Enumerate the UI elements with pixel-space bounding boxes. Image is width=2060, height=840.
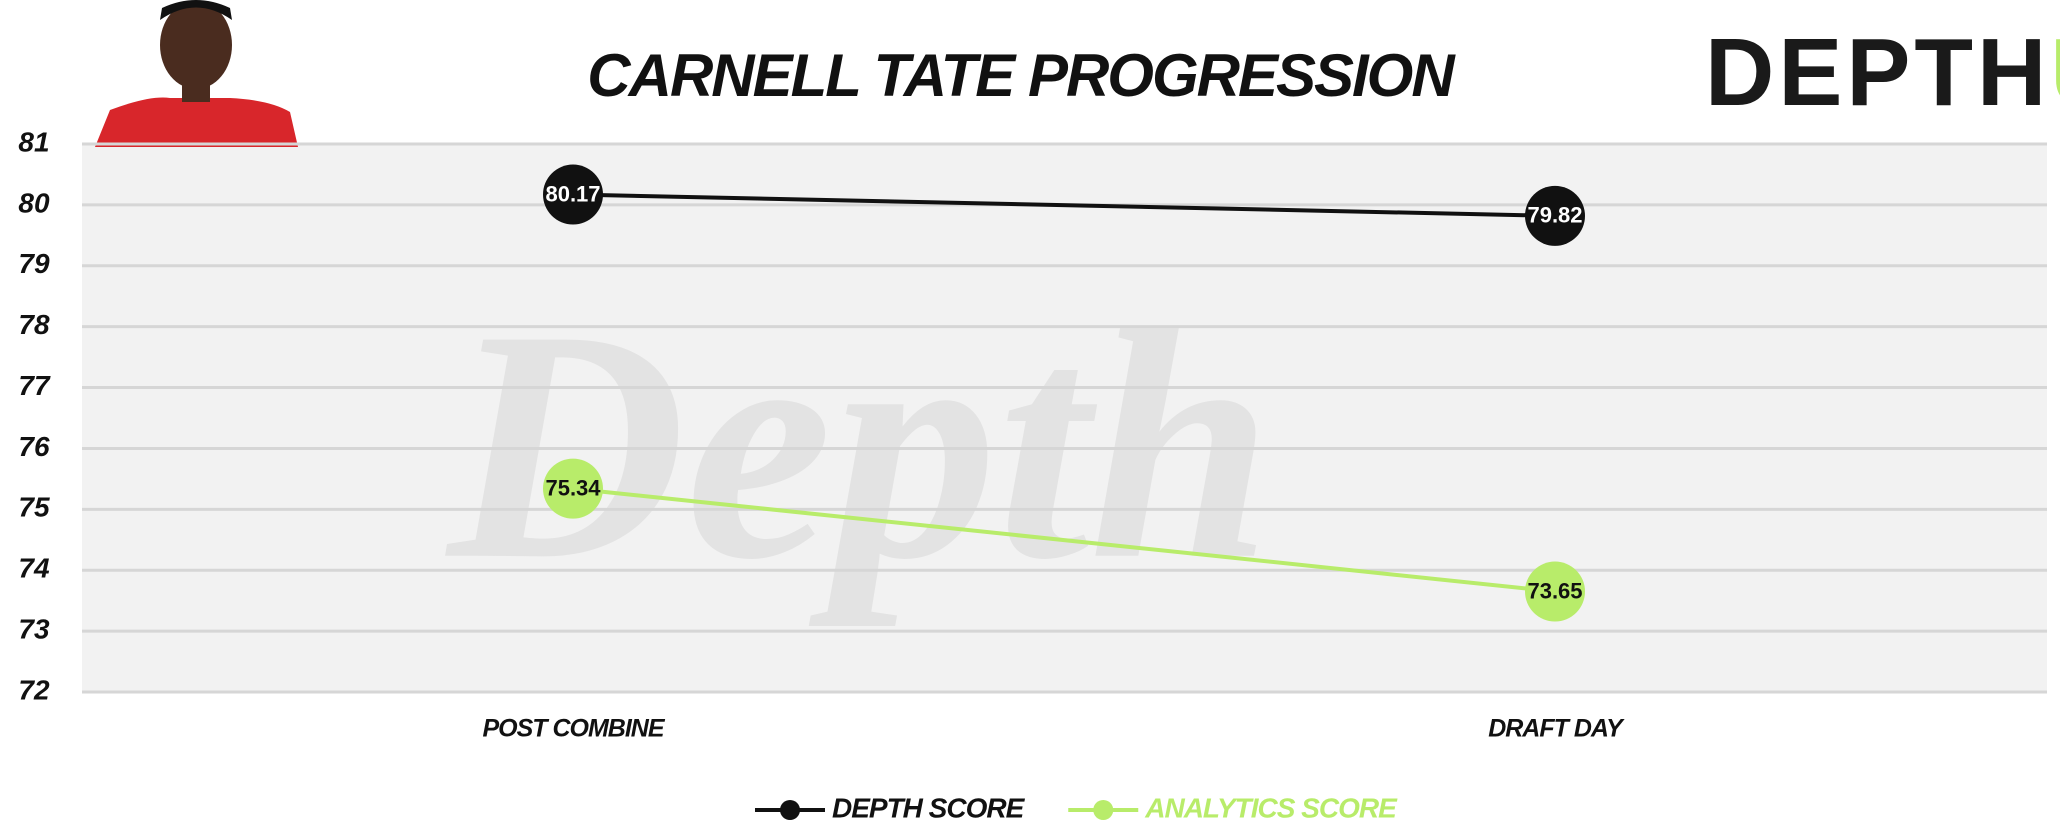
chart-title: CARNELL TATE PROGRESSION [587,42,1456,109]
data-point [1525,561,1585,622]
y-tick-label: 73 [18,614,50,645]
logo: DEPTHU [1705,19,2060,126]
y-tick-label: 77 [18,370,51,401]
data-point [543,458,603,519]
legend-dot [780,800,800,820]
data-label: 73.65 [1527,578,1582,603]
logo-accent: U [2050,19,2060,126]
y-tick-label: 80 [18,187,50,218]
x-tick-label: POST COMBINE [482,715,665,743]
data-point [1525,185,1585,246]
x-tick-label: DRAFT DAY [1488,715,1625,743]
logo-main: DEPTH [1705,19,2050,126]
legend-label: ANALYTICS SCORE [1144,792,1398,823]
series-line [572,486,1556,594]
series-line [572,192,1556,218]
data-label: 79.82 [1527,203,1582,228]
y-tick-label: 74 [18,553,50,584]
legend-dot [1093,800,1114,820]
plot-area [82,144,2047,692]
y-tick-label: 76 [18,431,50,462]
data-label: 75.34 [545,475,601,500]
legend-label: DEPTH SCORE [832,792,1026,823]
watermark: Depth [442,263,1272,628]
y-tick-label: 78 [18,309,50,340]
y-tick-label: 75 [18,492,50,523]
y-tick-label: 81 [18,126,49,157]
y-tick-label: 72 [18,674,50,705]
data-point [543,164,603,225]
y-tick-label: 79 [18,248,50,279]
data-label: 80.17 [545,181,600,206]
player-photo [95,0,298,147]
